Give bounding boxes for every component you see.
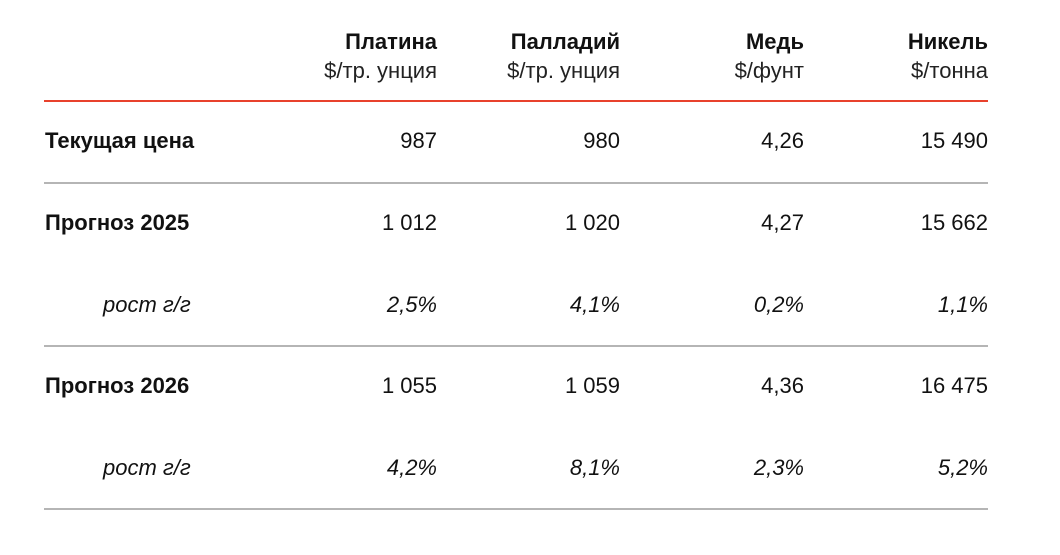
cell: 1 012	[381, 210, 437, 235]
cell: 1 055	[381, 373, 437, 398]
column-unit: $/фунт	[734, 58, 804, 83]
cell: 4,36	[761, 373, 804, 398]
column-name: Никель	[907, 29, 988, 54]
row-rule	[44, 182, 988, 184]
cell: 1 020	[564, 210, 620, 235]
cell: 2,3%	[753, 455, 804, 480]
cell: 4,27	[761, 210, 804, 235]
cell: 15 662	[920, 210, 988, 235]
header-rule	[44, 100, 988, 102]
cell: 15 490	[920, 128, 988, 153]
row-label: Прогноз 2026	[45, 373, 190, 398]
row-rule	[44, 345, 988, 347]
column-unit: $/тр. унция	[324, 58, 437, 83]
column-name: Платина	[345, 29, 437, 54]
cell: 16 475	[920, 373, 988, 398]
cell: 980	[583, 128, 620, 153]
cell: 8,1%	[569, 455, 620, 480]
cell: 4,26	[761, 128, 804, 153]
cell: 1,1%	[937, 292, 988, 317]
row-label: Прогноз 2025	[45, 210, 190, 235]
column-name: Медь	[745, 29, 804, 54]
row-label: Текущая цена	[45, 128, 195, 153]
row-rule	[44, 508, 988, 510]
cell: 4,2%	[386, 455, 437, 480]
column-name: Палладий	[510, 29, 620, 54]
column-unit: $/тр. унция	[507, 58, 620, 83]
cell: 4,1%	[569, 292, 620, 317]
row-label: рост г/г	[103, 292, 191, 317]
cell: 987	[400, 128, 437, 153]
cell: 2,5%	[386, 292, 437, 317]
cell: 5,2%	[937, 455, 988, 480]
cell: 0,2%	[753, 292, 804, 317]
cell: 1 059	[564, 373, 620, 398]
row-label: рост г/г	[103, 455, 191, 480]
column-unit: $/тонна	[911, 58, 988, 83]
